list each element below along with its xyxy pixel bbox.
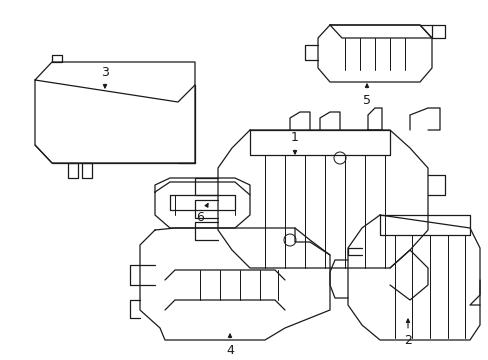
Text: 3: 3	[101, 66, 109, 88]
Text: 5: 5	[362, 84, 370, 107]
Text: 2: 2	[403, 319, 411, 346]
Text: 6: 6	[196, 203, 207, 225]
Text: 1: 1	[290, 131, 298, 154]
Text: 4: 4	[225, 334, 233, 356]
